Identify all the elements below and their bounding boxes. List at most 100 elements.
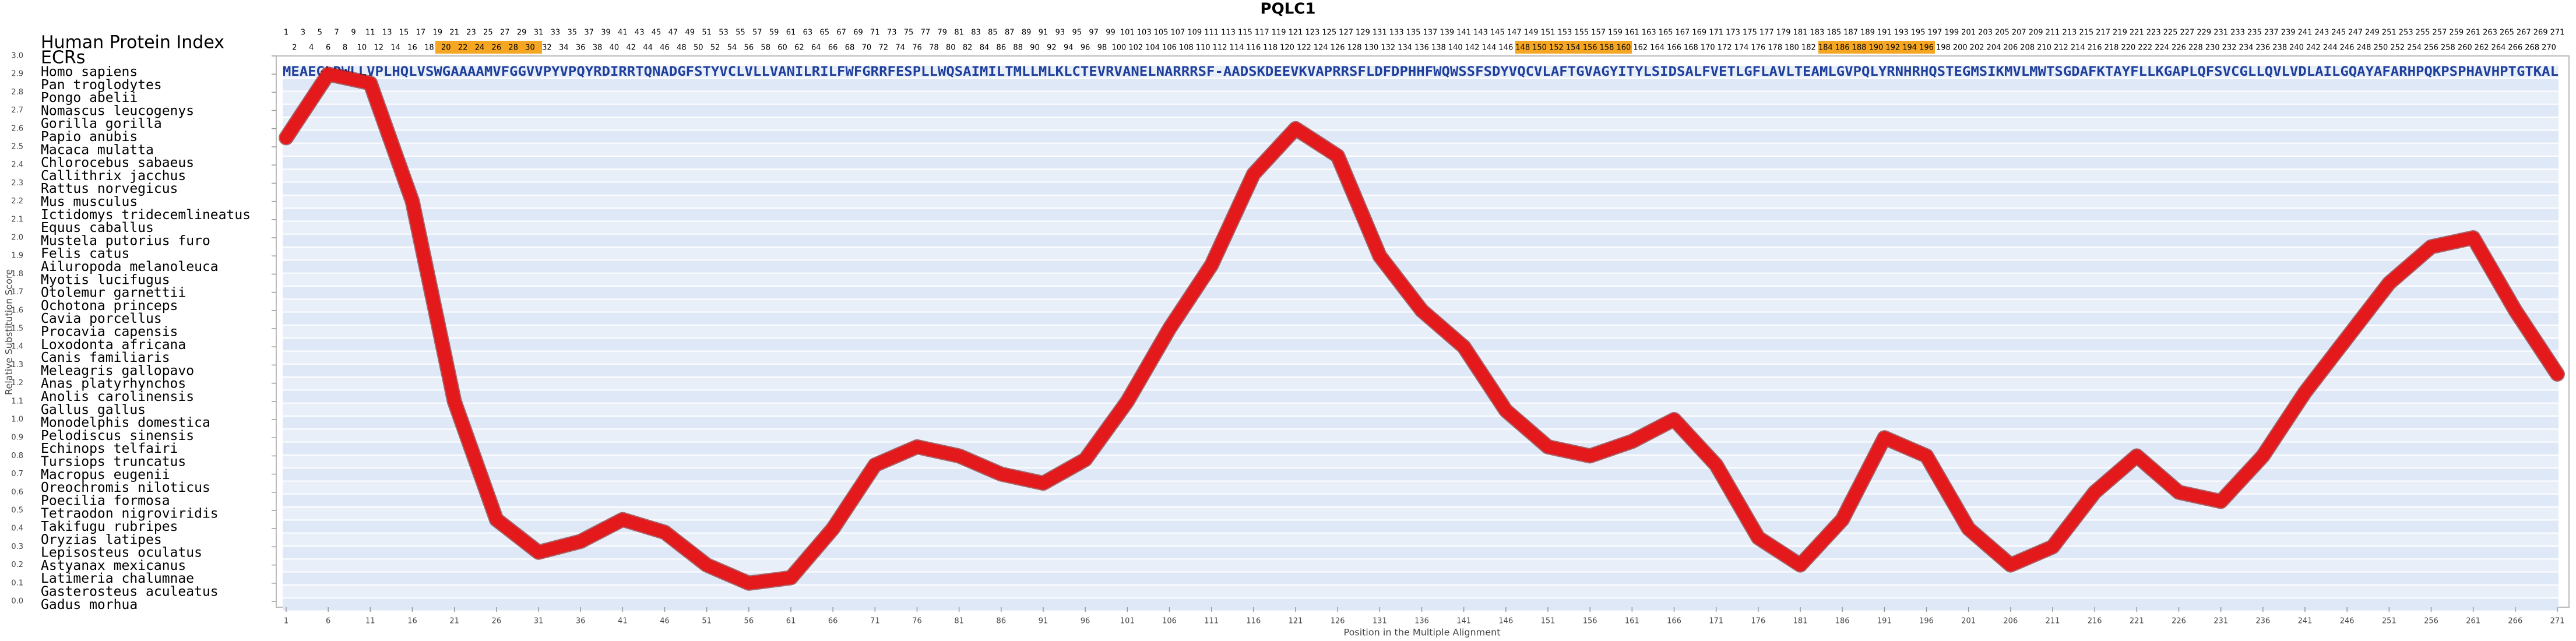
ecr-number: 82 — [963, 44, 973, 52]
x-tick-label: 96 — [1081, 617, 1090, 626]
ecr-number: 26 — [492, 44, 502, 52]
species-label: Monodelphis domestica — [41, 415, 210, 431]
ecr-number: 194 — [1902, 44, 1917, 52]
ecr-number: 218 — [2105, 44, 2119, 52]
ecr-number: 66 — [828, 44, 838, 52]
x-tick-label: 146 — [1498, 617, 1513, 626]
ecr-number: 158 — [1600, 44, 1614, 52]
index-number: 239 — [2281, 29, 2296, 37]
ecr-number: 156 — [1583, 44, 1597, 52]
y-tick-label: 2.5 — [11, 143, 23, 152]
index-number: 33 — [551, 29, 561, 37]
index-number: 63 — [803, 29, 813, 37]
species-label: Takifugu rubripes — [41, 519, 178, 534]
ecr-number: 36 — [576, 44, 586, 52]
alignment-row — [283, 339, 2559, 351]
ecr-number: 28 — [508, 44, 518, 52]
x-tick-label: 176 — [1751, 617, 1765, 626]
ecr-number: 92 — [1047, 44, 1057, 52]
x-tick-label: 111 — [1204, 617, 1219, 626]
index-number: 237 — [2264, 29, 2279, 37]
index-number: 7 — [334, 29, 339, 37]
index-number: 127 — [1339, 29, 1353, 37]
ecr-number: 10 — [357, 44, 367, 52]
ecr-number: 114 — [1230, 44, 1244, 52]
index-number: 261 — [2466, 29, 2480, 37]
species-label: Nomascus leucogenys — [41, 103, 194, 118]
alignment-row — [283, 104, 2559, 117]
x-tick-label: 216 — [2088, 617, 2102, 626]
index-number: 253 — [2399, 29, 2413, 37]
ecr-number: 246 — [2340, 44, 2355, 52]
ecr-number: 40 — [610, 44, 620, 52]
index-number: 133 — [1389, 29, 1404, 37]
index-number: 65 — [819, 29, 829, 37]
alignment-row — [283, 273, 2559, 286]
species-label: Gasterosteus aculeatus — [41, 584, 219, 600]
y-tick-label: 1.9 — [11, 252, 23, 260]
ecr-number: 60 — [777, 44, 787, 52]
species-label: Loxodonta africana — [41, 337, 186, 353]
ecr-number: 70 — [862, 44, 872, 52]
header-label: ECRs — [41, 48, 85, 68]
ecr-number: 116 — [1246, 44, 1261, 52]
index-number: 247 — [2348, 29, 2363, 37]
ecr-number: 242 — [2306, 44, 2321, 52]
index-number: 125 — [1322, 29, 1336, 37]
ecr-number: 72 — [878, 44, 888, 52]
species-label: Pan troglodytes — [41, 78, 162, 93]
x-tick-label: 101 — [1120, 617, 1135, 626]
y-tick-label: 2.1 — [11, 215, 23, 224]
species-label: Canis familiaris — [41, 350, 170, 365]
index-number: 173 — [1726, 29, 1740, 37]
index-number: 131 — [1373, 29, 1387, 37]
index-number: 87 — [1005, 29, 1015, 37]
x-tick-label: 71 — [870, 617, 880, 626]
species-label: Homo sapiens — [41, 65, 138, 80]
ecr-number: 168 — [1684, 44, 1698, 52]
y-tick-label: 2.9 — [11, 70, 23, 79]
species-label: Gadus morhua — [41, 597, 138, 612]
ecr-number: 24 — [475, 44, 485, 52]
y-tick-label: 2.6 — [11, 124, 23, 133]
index-number: 31 — [534, 29, 544, 37]
x-tick-label: 41 — [618, 617, 628, 626]
ecr-number: 74 — [895, 44, 905, 52]
alignment-row — [283, 209, 2559, 221]
ecr-number: 144 — [1482, 44, 1497, 52]
index-number: 69 — [853, 29, 863, 37]
index-number: 39 — [601, 29, 611, 37]
index-number: 185 — [1827, 29, 1841, 37]
ecr-number: 210 — [2037, 44, 2051, 52]
ecr-number: 44 — [643, 44, 653, 52]
index-number: 55 — [736, 29, 745, 37]
species-label: Gorilla gorilla — [41, 117, 162, 132]
ecr-number: 78 — [929, 44, 939, 52]
species-label: Mus musculus — [41, 195, 138, 210]
alignment-row — [283, 364, 2559, 377]
index-number: 157 — [1591, 29, 1606, 37]
alignment-row — [283, 65, 2559, 78]
x-tick-label: 231 — [2213, 617, 2228, 626]
alignment-row — [283, 378, 2559, 390]
ecr-number: 166 — [1667, 44, 1681, 52]
index-number: 205 — [1995, 29, 2010, 37]
alignment-row — [283, 585, 2559, 598]
ecr-number: 22 — [458, 44, 468, 52]
species-label: Meleagris gallopavo — [41, 363, 194, 378]
x-tick-label: 151 — [1541, 617, 1556, 626]
index-number: 57 — [752, 29, 762, 37]
alignment-row — [283, 403, 2559, 415]
x-tick-label: 56 — [744, 617, 754, 626]
x-tick-label: 31 — [534, 617, 544, 626]
x-tick-label: 251 — [2382, 617, 2396, 626]
ecr-number: 34 — [559, 44, 569, 52]
ecr-number: 176 — [1751, 44, 1765, 52]
alignment-row — [283, 469, 2559, 481]
ecr-number: 190 — [1868, 44, 1883, 52]
species-label: Poecilia formosa — [41, 493, 170, 508]
ecr-number: 234 — [2239, 44, 2254, 52]
ecr-number: 152 — [1549, 44, 1564, 52]
alignment-row — [283, 481, 2559, 494]
ecr-number: 52 — [710, 44, 720, 52]
